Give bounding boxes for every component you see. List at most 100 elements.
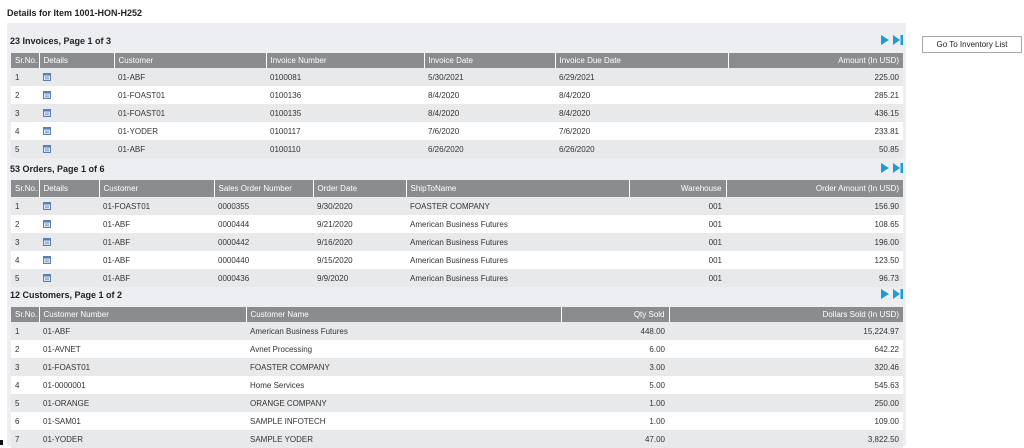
details-icon[interactable]	[43, 220, 51, 229]
table-cell: Avnet Processing	[246, 340, 561, 358]
column-header[interactable]: Sales Order Number	[214, 180, 314, 197]
last-page-icon[interactable]	[893, 162, 903, 174]
next-page-icon[interactable]	[880, 34, 890, 46]
table-row: 4 01-ABF 0000440 9/15/2020 American Business…	[11, 251, 903, 269]
table-cell: 0100135	[266, 104, 424, 122]
table-cell: 01-ABF	[114, 68, 266, 86]
details-icon[interactable]	[43, 145, 51, 154]
details-icon[interactable]	[43, 91, 51, 100]
column-header[interactable]: Qty Sold	[561, 307, 670, 322]
column-header[interactable]: Invoice Due Date	[555, 53, 729, 68]
column-header[interactable]: Order Date	[313, 180, 407, 197]
details-cell	[39, 140, 114, 158]
table-cell: 01-FOAST01	[114, 86, 266, 104]
table-cell: 01-ABF	[39, 322, 246, 340]
go-to-inventory-list-button[interactable]: Go To Inventory List	[922, 36, 1022, 53]
table-cell: 0000436	[214, 269, 313, 287]
invoices-section-header: 23 Invoices, Page 1 of 3	[7, 33, 906, 49]
details-icon[interactable]	[43, 202, 51, 211]
table-cell: 0100117	[266, 122, 424, 140]
table-cell: 001	[629, 251, 726, 269]
column-header[interactable]: Warehouse	[629, 180, 727, 197]
column-header[interactable]: Invoice Date	[424, 53, 556, 68]
table-cell: 01-YODER	[114, 122, 266, 140]
table-cell: 9/30/2020	[313, 197, 406, 215]
table-cell: 8/4/2020	[555, 104, 728, 122]
column-header[interactable]: Invoice Number	[266, 53, 425, 68]
column-header[interactable]: Order Amount (In USD)	[726, 180, 903, 197]
next-page-icon[interactable]	[880, 162, 890, 174]
table-cell: 8/4/2020	[424, 104, 555, 122]
column-header[interactable]: Customer	[114, 53, 267, 68]
column-header[interactable]: Customer Name	[246, 307, 562, 322]
table-row: 3 01-ABF 0000442 9/16/2020 American Business…	[11, 233, 903, 251]
table-cell: 2	[11, 86, 39, 104]
table-cell: 001	[629, 215, 726, 233]
table-cell: SAMPLE INFOTECH	[246, 412, 561, 430]
orders-section-header: 53 Orders, Page 1 of 6	[7, 161, 906, 177]
table-cell: 156.90	[726, 197, 903, 215]
orders-title: 53 Orders, Page 1 of 6	[10, 164, 105, 174]
column-header[interactable]: Details	[39, 53, 115, 68]
table-cell: 5	[11, 269, 39, 287]
details-icon[interactable]	[43, 127, 51, 136]
details-icon[interactable]	[43, 256, 51, 265]
table-cell: 4	[11, 251, 39, 269]
column-header[interactable]: Sr.No.	[11, 307, 40, 322]
table-cell: 2	[11, 215, 39, 233]
table-row: 3 01-FOAST01 FOASTER COMPANY 3.00 320.46	[11, 358, 903, 376]
table-cell: 448.00	[561, 322, 669, 340]
column-header[interactable]: ShipToName	[406, 180, 630, 197]
table-cell: 1	[11, 322, 39, 340]
last-page-icon[interactable]	[893, 288, 903, 300]
details-icon[interactable]	[43, 73, 51, 82]
table-cell: 233.81	[728, 122, 903, 140]
table-cell: 436.15	[728, 104, 903, 122]
table-header-row: Sr.No. Customer Number Customer Name Qty…	[11, 307, 903, 322]
table-cell: American Business Futures	[406, 233, 629, 251]
table-cell: 0000440	[214, 251, 313, 269]
table-cell: 1	[11, 68, 39, 86]
table-cell: 6/29/2021	[555, 68, 728, 86]
table-cell: ORANGE COMPANY	[246, 394, 561, 412]
customers-section-header: 12 Customers, Page 1 of 2	[7, 287, 906, 303]
column-header[interactable]: Dollars Sold (In USD)	[669, 307, 903, 322]
details-icon[interactable]	[43, 109, 51, 118]
table-row: 4 01-0000001 Home Services 5.00 545.63	[11, 376, 903, 394]
details-cell	[39, 269, 99, 287]
column-header[interactable]: Customer	[99, 180, 215, 197]
table-cell: 001	[629, 269, 726, 287]
table-row: 5 01-ABF 0100110 6/26/2020 6/26/2020 50.85	[11, 140, 903, 158]
column-header[interactable]: Customer Number	[39, 307, 247, 322]
table-cell: 9/9/2020	[313, 269, 406, 287]
table-cell: 9/15/2020	[313, 251, 406, 269]
table-cell: 8/4/2020	[424, 86, 555, 104]
column-header[interactable]: Details	[39, 180, 100, 197]
next-page-icon[interactable]	[880, 288, 890, 300]
table-cell: 5.00	[561, 376, 669, 394]
table-cell: 250.00	[669, 394, 903, 412]
column-header[interactable]: Sr.No.	[11, 180, 40, 197]
column-header[interactable]: Sr.No.	[11, 53, 40, 68]
table-row: 6 01-SAM01 SAMPLE INFOTECH 1.00 109.00	[11, 412, 903, 430]
last-page-icon[interactable]	[893, 34, 903, 46]
details-cell	[39, 197, 99, 215]
details-cell	[39, 122, 114, 140]
details-icon[interactable]	[43, 238, 51, 247]
table-cell: 285.21	[728, 86, 903, 104]
table-cell: 15,224.97	[669, 322, 903, 340]
table-row: 5 01-ORANGE ORANGE COMPANY 1.00 250.00	[11, 394, 903, 412]
table-cell: 0000444	[214, 215, 313, 233]
table-row: 1 01-ABF 0100081 5/30/2021 6/29/2021 225.00	[11, 68, 903, 86]
column-header[interactable]: Amount (In USD)	[728, 53, 903, 68]
table-row: 7 01-YODER SAMPLE YODER 47.00 3,822.50	[11, 430, 903, 448]
table-cell: 6/26/2020	[424, 140, 555, 158]
table-cell: 6/26/2020	[555, 140, 728, 158]
table-cell: 01-ABF	[114, 140, 266, 158]
table-cell: American Business Futures	[406, 269, 629, 287]
table-cell: 001	[629, 233, 726, 251]
table-cell: 320.46	[669, 358, 903, 376]
details-icon[interactable]	[43, 274, 51, 283]
table-row: 5 01-ABF 0000436 9/9/2020 American Business …	[11, 269, 903, 287]
table-cell: 3	[11, 233, 39, 251]
